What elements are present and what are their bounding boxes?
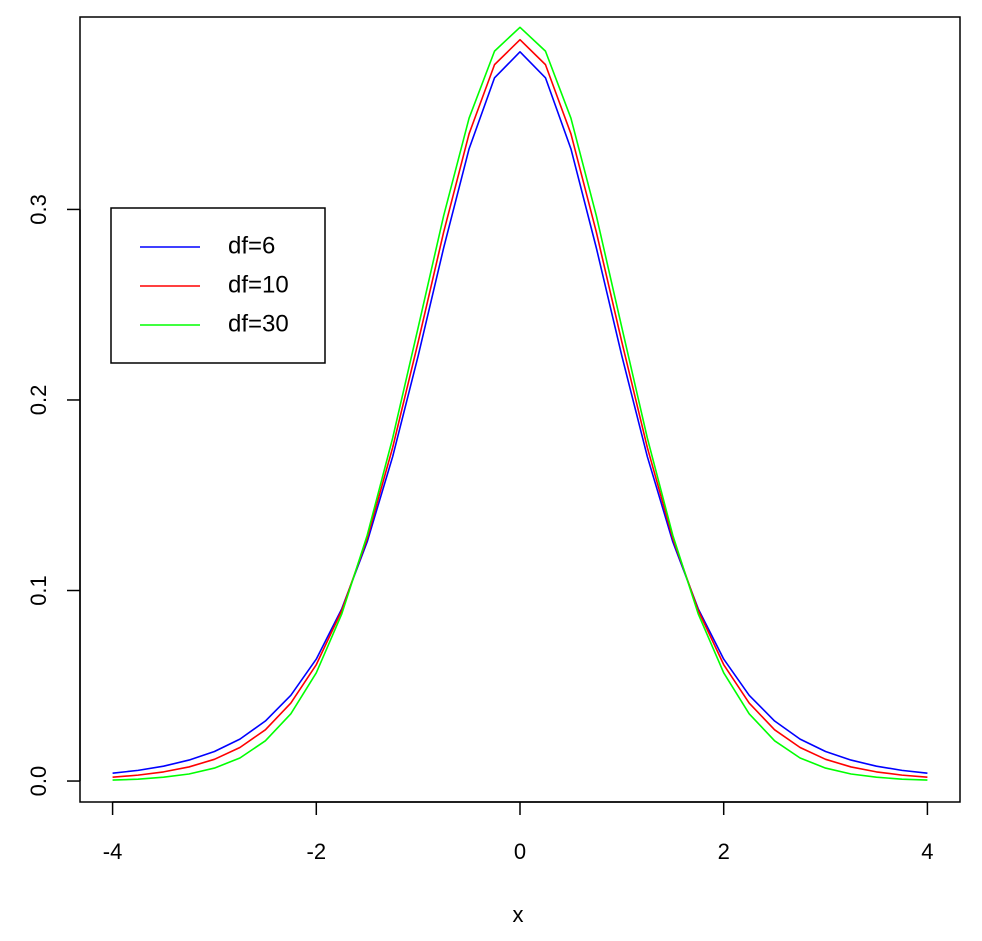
legend-label: df=6 [228, 232, 275, 259]
x-tick-label: 4 [921, 839, 933, 864]
y-tick-label: 0.3 [26, 194, 51, 225]
plot-box [79, 16, 961, 803]
series-line [112, 51, 928, 775]
x-tick-label: 2 [718, 839, 730, 864]
y-tick-label: 0.1 [26, 575, 51, 606]
legend-label: df=30 [228, 310, 289, 337]
legend-label: df=10 [228, 271, 289, 298]
legend: df=6 df=10 df=30 [110, 207, 326, 364]
x-tick-label: 0 [514, 839, 526, 864]
y-tick-label: 0.2 [26, 385, 51, 416]
x-tick-label: -2 [307, 839, 327, 864]
series-line [112, 26, 928, 781]
y-tick-label: 0.0 [26, 766, 51, 797]
x-axis-label: x [513, 902, 524, 927]
series-line [112, 38, 928, 779]
x-tick-label: -4 [103, 839, 123, 864]
